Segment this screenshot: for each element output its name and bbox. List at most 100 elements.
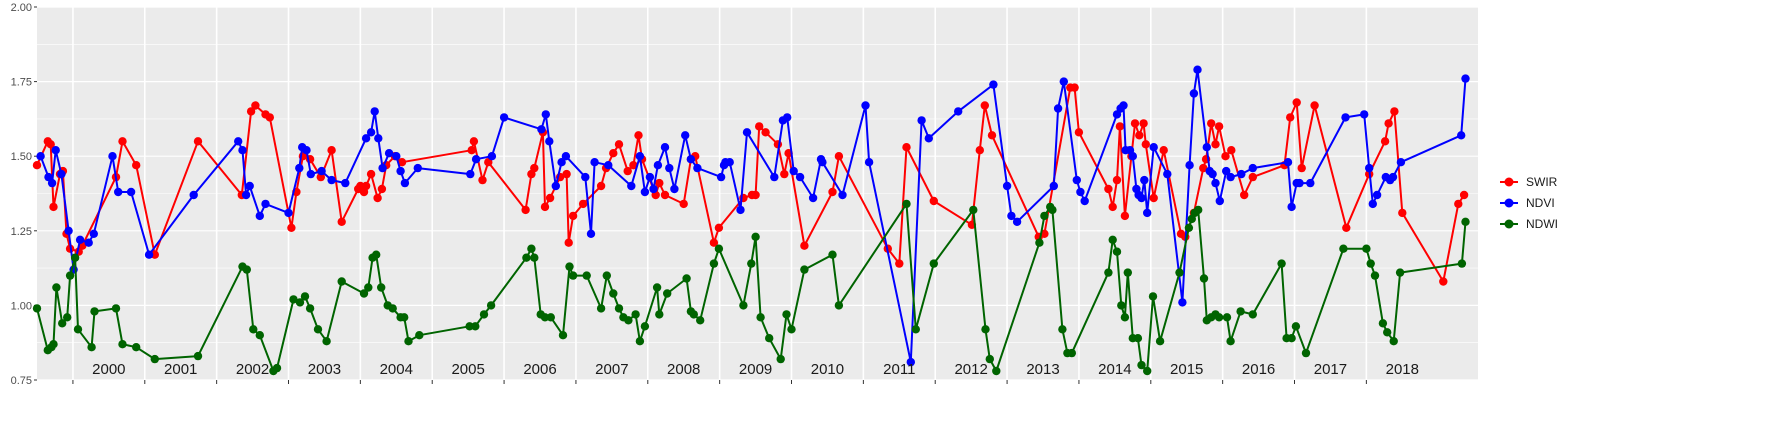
data-point-ndwi: [1040, 211, 1049, 221]
y-tick-label: 0.75: [11, 375, 32, 387]
data-point-ndvi: [725, 158, 734, 167]
data-point-ndwi: [70, 253, 80, 262]
data-point-ndvi: [1295, 178, 1304, 188]
data-point-ndwi: [969, 205, 978, 215]
data-point-swir: [1149, 193, 1158, 203]
data-point-ndvi: [36, 152, 45, 161]
data-point-ndwi: [364, 283, 373, 292]
data-point-ndvi: [1185, 161, 1194, 170]
data-point-swir: [1112, 175, 1122, 185]
data-point-ndvi: [1237, 169, 1246, 179]
data-point-ndvi: [1388, 172, 1398, 182]
data-point-ndwi: [1370, 271, 1380, 280]
data-point-ndvi: [64, 226, 73, 235]
data-point-swir: [1310, 101, 1319, 110]
data-point-swir: [327, 146, 336, 155]
data-point-ndvi: [640, 187, 650, 197]
data-point-swir: [902, 143, 911, 152]
data-point-ndwi: [614, 304, 624, 313]
data-point-swir: [373, 193, 382, 203]
data-point-ndwi: [1175, 268, 1184, 277]
data-point-swir: [1130, 119, 1140, 128]
data-point-ndvi: [693, 163, 702, 173]
data-point-ndwi: [87, 343, 96, 352]
data-point-ndvi: [1012, 217, 1022, 226]
data-point-swir: [1292, 98, 1301, 107]
data-point-ndvi: [361, 134, 371, 143]
year-label: 2008: [667, 361, 700, 378]
data-point-ndwi: [272, 363, 282, 373]
data-point-ndvi: [537, 125, 546, 134]
data-point-ndvi: [1119, 101, 1128, 110]
data-point-ndwi: [388, 304, 397, 313]
data-point-swir: [478, 175, 487, 185]
data-point-ndwi: [62, 313, 72, 322]
data-point-ndwi: [689, 310, 698, 319]
legend-item-ndwi: NDWI: [1500, 217, 1558, 231]
year-label: 2015: [1170, 361, 1203, 378]
data-point-ndwi: [1287, 334, 1296, 343]
data-point-swir: [1115, 122, 1125, 131]
data-point-ndwi: [828, 250, 837, 259]
data-point-ndwi: [1214, 313, 1224, 322]
data-point-ndwi: [522, 253, 531, 262]
data-point-swir: [1135, 131, 1144, 140]
data-point-ndwi: [765, 334, 774, 343]
data-point-ndvi: [1365, 163, 1374, 173]
year-label: 2004: [380, 361, 413, 378]
data-point-ndwi: [295, 298, 305, 307]
data-point-ndvi: [770, 172, 779, 182]
data-point-swir: [1240, 190, 1249, 200]
data-point-ndvi: [1049, 181, 1059, 191]
legend-key-dot: [1504, 177, 1514, 187]
data-point-swir: [578, 199, 588, 209]
data-point-ndvi: [1007, 211, 1016, 221]
data-point-ndwi: [1383, 328, 1392, 337]
data-point-ndwi: [787, 325, 796, 334]
data-point-ndvi: [47, 178, 57, 188]
legend-key-dot: [1504, 198, 1514, 208]
data-point-ndvi: [551, 181, 560, 191]
data-point-swir: [751, 190, 760, 200]
legend-label: NDWI: [1526, 217, 1558, 231]
data-point-swir: [49, 202, 58, 212]
data-point-ndwi: [756, 313, 765, 322]
data-point-ndvi: [413, 163, 422, 173]
data-point-ndvi: [989, 80, 998, 89]
data-point-ndwi: [1378, 319, 1388, 328]
data-point-ndvi: [1140, 175, 1149, 185]
data-point-swir: [1139, 119, 1148, 128]
data-point-ndwi: [1457, 259, 1467, 268]
data-point-ndvi: [261, 199, 270, 209]
data-point-swir: [521, 205, 530, 215]
data-point-swir: [1159, 146, 1168, 155]
data-point-ndwi: [300, 292, 310, 301]
legend: SWIR NDVI NDWI: [1500, 175, 1558, 231]
data-point-ndwi: [1389, 337, 1398, 346]
legend-label: NDVI: [1526, 196, 1555, 210]
year-label: 2003: [308, 361, 341, 378]
data-point-ndvi: [686, 155, 696, 164]
data-point-ndvi: [1059, 77, 1069, 86]
data-point-ndvi: [1080, 196, 1089, 206]
data-point-ndwi: [527, 244, 536, 253]
data-point-ndvi: [384, 149, 394, 158]
data-point-swir: [467, 146, 476, 155]
data-point-ndwi: [372, 250, 381, 259]
data-point-ndwi: [582, 271, 591, 280]
data-point-ndvi: [561, 152, 571, 161]
data-point-ndwi: [596, 304, 606, 313]
data-point-swir: [761, 128, 770, 137]
data-point-ndwi: [32, 304, 42, 313]
data-point-swir: [118, 137, 127, 146]
data-point-ndvi: [1137, 193, 1146, 203]
data-point-ndwi: [1362, 244, 1371, 253]
data-point-ndwi: [1143, 366, 1152, 376]
data-point-ndvi: [660, 143, 670, 152]
data-point-ndvi: [795, 172, 805, 182]
data-point-ndvi: [864, 158, 874, 167]
data-point-swir: [1214, 122, 1224, 131]
data-point-ndwi: [111, 304, 121, 313]
data-point-ndwi: [565, 262, 574, 271]
data-point-ndwi: [714, 244, 724, 253]
